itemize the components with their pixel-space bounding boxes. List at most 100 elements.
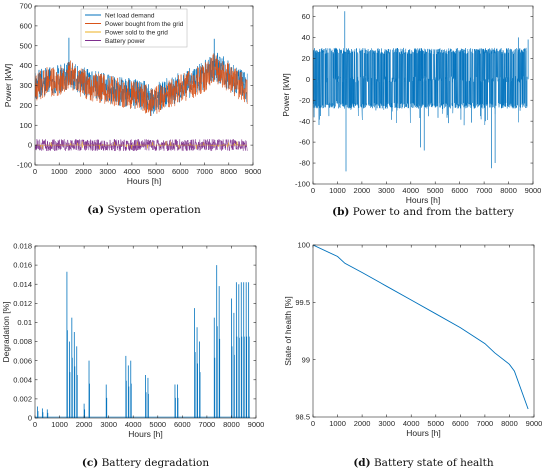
x-tick-label: 0 [33, 420, 37, 429]
x-tick-label: 4000 [402, 186, 419, 195]
plot-area [313, 245, 534, 417]
x-tick-label: 9000 [525, 186, 542, 195]
x-tick-label: 2000 [354, 186, 371, 195]
panel-d: 0 1000 2000 3000 4000 5000 6000 7000 8000 9000 98.… [283, 241, 542, 469]
y-tick-label: 700 [19, 2, 32, 11]
x-tick-label: 0 [33, 167, 37, 176]
x-axis-label: Hours [h] [128, 429, 163, 439]
x-tick-label: 7000 [196, 167, 213, 176]
y-tick-label: 300 [19, 81, 32, 90]
caption-label: (c) [82, 457, 98, 469]
caption-text: Power to and from the battery [353, 206, 514, 218]
x-tick-label: 7000 [477, 419, 494, 428]
series-layer [313, 11, 529, 172]
x-tick-label: 3000 [100, 420, 117, 429]
y-tick-label: 500 [19, 41, 32, 50]
y-tick-label: 100 [297, 241, 310, 250]
y-tick-label: -40 [299, 117, 310, 126]
plot-frame [312, 5, 534, 185]
y-tick-label: 0.004 [13, 375, 32, 384]
y-tick-label: 0.018 [13, 242, 32, 251]
y-tick-label: 100 [19, 121, 32, 130]
series-layer [35, 265, 251, 418]
y-tick-label: -80 [299, 159, 310, 168]
x-tick-label: 7000 [476, 186, 493, 195]
y-tick-label: 0.008 [13, 337, 32, 346]
panel-caption: (c) Battery degradation [82, 457, 209, 469]
legend-entry: Battery power [105, 38, 146, 45]
x-tick-label: 8000 [220, 167, 237, 176]
plot-frame [312, 244, 535, 418]
x-tick-label: 9000 [245, 167, 262, 176]
y-tick-label: -60 [299, 138, 310, 147]
legend-entry: Power sold to the grid [105, 29, 168, 36]
y-tick-label: 20 [302, 54, 310, 63]
y-axis-label: Power [kW] [3, 64, 13, 107]
x-tick-label: 1000 [51, 167, 68, 176]
y-tick-label: 0.01 [17, 318, 32, 327]
x-tick-label: 2000 [75, 167, 92, 176]
x-tick-label: 2000 [354, 419, 371, 428]
series-battery-power [35, 138, 248, 152]
x-axis-label: Hours [h] [406, 428, 441, 438]
y-tick-label: 0.006 [13, 356, 32, 365]
y-tick-label: 0.002 [13, 394, 32, 403]
x-tick-label: 6000 [452, 419, 469, 428]
x-tick-label: 9000 [526, 419, 543, 428]
legend-entry: Power bought from the grid [105, 21, 184, 28]
panel-caption: (d) Battery state of health [353, 457, 494, 469]
panel-caption: (a) System operation [87, 204, 201, 216]
y-tick-label: 0.014 [13, 280, 32, 289]
x-tick-label: 6000 [174, 420, 191, 429]
x-tick-label: 8000 [500, 186, 517, 195]
caption-label: (b) [332, 206, 349, 218]
caption-label: (d) [353, 457, 370, 469]
x-tick-label: 5000 [427, 186, 444, 195]
series-layer [35, 37, 248, 152]
y-tick-label: -100 [17, 161, 32, 170]
x-tick-label: 9000 [248, 420, 265, 429]
y-tick-label: -100 [295, 180, 310, 189]
y-tick-label: 0.016 [13, 261, 32, 270]
y-tick-label: 600 [19, 21, 32, 30]
y-tick-label: 0 [28, 141, 32, 150]
x-tick-label: 3000 [99, 167, 116, 176]
y-tick-label: 0.012 [13, 299, 32, 308]
x-tick-label: 0 [311, 186, 315, 195]
x-tick-label: 3000 [378, 419, 395, 428]
x-tick-label: 7000 [199, 420, 216, 429]
x-axis-label: Hours [h] [406, 195, 441, 205]
x-tick-label: 1000 [329, 186, 346, 195]
x-tick-label: 1000 [51, 420, 68, 429]
y-tick-label: 400 [19, 61, 32, 70]
series-power-bought [35, 53, 248, 117]
x-tick-label: 6000 [451, 186, 468, 195]
x-tick-label: 5000 [149, 420, 166, 429]
series-power-sold [35, 141, 248, 150]
y-axis-label: Power [kW] [281, 73, 291, 116]
panel-a: Net load demand Power bought from the gri… [3, 2, 261, 216]
y-tick-label: 99.5 [295, 298, 310, 307]
y-tick-label: 40 [302, 33, 310, 42]
x-tick-label: 4000 [124, 167, 141, 176]
caption-text: Battery degradation [102, 457, 210, 469]
x-tick-label: 5000 [148, 167, 165, 176]
x-tick-label: 0 [311, 419, 315, 428]
panel-caption: (b) Power to and from the battery [332, 206, 514, 218]
y-tick-label: 200 [19, 101, 32, 110]
caption-label: (a) [87, 204, 104, 216]
legend-entry: Net load demand [105, 12, 155, 19]
x-axis-label: Hours [h] [127, 176, 162, 186]
panel-c: 0 1000 2000 3000 4000 5000 6000 7000 8000 9000 0 0.… [1, 242, 264, 469]
x-tick-label: 5000 [427, 419, 444, 428]
panel-b: 0 1000 2000 3000 4000 5000 6000 7000 8000 9000 -10… [281, 5, 542, 218]
x-tick-label: 8000 [223, 420, 240, 429]
x-tick-label: 4000 [125, 420, 142, 429]
y-axis-label: Degradation [%] [1, 302, 11, 363]
x-tick-label: 2000 [76, 420, 93, 429]
y-tick-label: 99 [302, 355, 310, 364]
caption-text: System operation [107, 204, 201, 216]
plot-frame [34, 245, 257, 419]
y-tick-label: 60 [302, 12, 310, 21]
